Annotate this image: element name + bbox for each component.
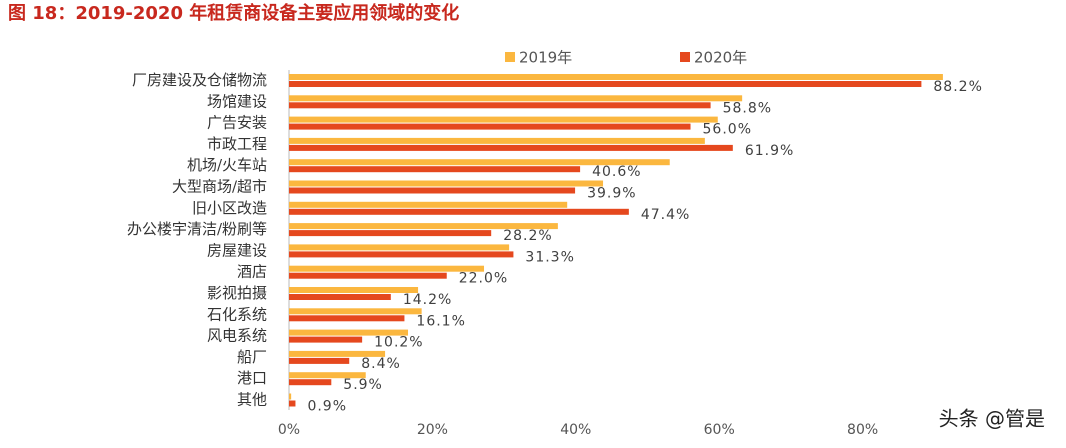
value-label: 16.1% bbox=[416, 313, 465, 329]
bar bbox=[289, 287, 419, 293]
value-label: 31.3% bbox=[525, 249, 574, 265]
category-label: 广告安装 bbox=[207, 114, 267, 132]
watermark: 头条 @管是 bbox=[939, 407, 1045, 431]
bar bbox=[289, 357, 350, 364]
bar bbox=[289, 95, 743, 102]
value-label: 40.6% bbox=[592, 164, 641, 180]
category-label: 其他 bbox=[237, 391, 267, 409]
value-label: 58.8% bbox=[723, 100, 772, 116]
category-label: 办公楼宇清洁/粉刷等 bbox=[127, 220, 267, 238]
category-label: 影视拍摄 bbox=[207, 284, 267, 302]
bar bbox=[289, 74, 943, 80]
category-label: 场馆建设 bbox=[207, 92, 267, 110]
value-label: 56.0% bbox=[703, 122, 752, 138]
category-label: 厂房建设及仓储物流 bbox=[132, 71, 267, 89]
x-tick-label: 40% bbox=[560, 422, 591, 438]
x-tick-label: 80% bbox=[847, 422, 878, 438]
bar bbox=[289, 350, 386, 357]
bar bbox=[289, 379, 332, 386]
bar bbox=[289, 272, 447, 279]
legend-label: 2020年 bbox=[694, 49, 747, 67]
value-label: 8.4% bbox=[361, 356, 401, 372]
bar bbox=[289, 166, 581, 173]
bar bbox=[289, 372, 366, 379]
bar bbox=[289, 144, 733, 151]
bar bbox=[289, 265, 485, 272]
category-label: 旧小区改造 bbox=[192, 199, 267, 217]
x-tick-label: 20% bbox=[417, 422, 448, 438]
value-label: 47.4% bbox=[641, 207, 690, 223]
bar bbox=[289, 336, 363, 343]
bar bbox=[289, 116, 718, 123]
category-label: 酒店 bbox=[237, 263, 267, 281]
bar bbox=[289, 223, 558, 230]
bar bbox=[289, 187, 576, 194]
value-label: 22.0% bbox=[459, 271, 508, 287]
bar bbox=[289, 251, 514, 258]
value-label: 61.9% bbox=[745, 143, 794, 159]
bar bbox=[289, 102, 711, 109]
bar bbox=[289, 201, 568, 208]
bar bbox=[289, 208, 629, 215]
bar bbox=[289, 329, 409, 336]
value-label: 10.2% bbox=[374, 335, 423, 351]
value-label: 0.9% bbox=[307, 399, 347, 415]
bar bbox=[289, 400, 296, 407]
bar bbox=[289, 308, 422, 315]
category-label: 机场/火车站 bbox=[187, 156, 267, 174]
value-label: 88.2% bbox=[933, 79, 982, 95]
category-label: 石化系统 bbox=[207, 305, 267, 323]
bar bbox=[289, 393, 292, 400]
category-label: 船厂 bbox=[237, 348, 267, 366]
legend-swatch bbox=[505, 52, 515, 62]
bar bbox=[289, 244, 510, 251]
bar bbox=[289, 294, 391, 300]
bar bbox=[289, 137, 705, 144]
legend-swatch bbox=[680, 52, 690, 62]
value-label: 14.2% bbox=[403, 292, 452, 308]
bar bbox=[289, 230, 492, 237]
x-tick-label: 0% bbox=[278, 422, 300, 438]
bar bbox=[289, 315, 405, 322]
x-tick-label: 60% bbox=[704, 422, 735, 438]
bar bbox=[289, 159, 670, 166]
value-label: 5.9% bbox=[343, 377, 383, 393]
bar bbox=[289, 123, 691, 130]
bar bbox=[289, 81, 922, 87]
category-label: 港口 bbox=[237, 369, 267, 387]
category-label: 市政工程 bbox=[207, 135, 267, 153]
category-label: 风电系统 bbox=[207, 327, 267, 345]
value-label: 39.9% bbox=[587, 186, 636, 202]
bar bbox=[289, 180, 604, 187]
category-label: 房屋建设 bbox=[207, 241, 267, 259]
category-label: 大型商场/超市 bbox=[172, 178, 267, 196]
value-label: 28.2% bbox=[503, 228, 552, 244]
legend-label: 2019年 bbox=[519, 49, 572, 67]
chart-title: 图 18：2019-2020 年租赁商设备主要应用领域的变化 bbox=[8, 2, 459, 24]
